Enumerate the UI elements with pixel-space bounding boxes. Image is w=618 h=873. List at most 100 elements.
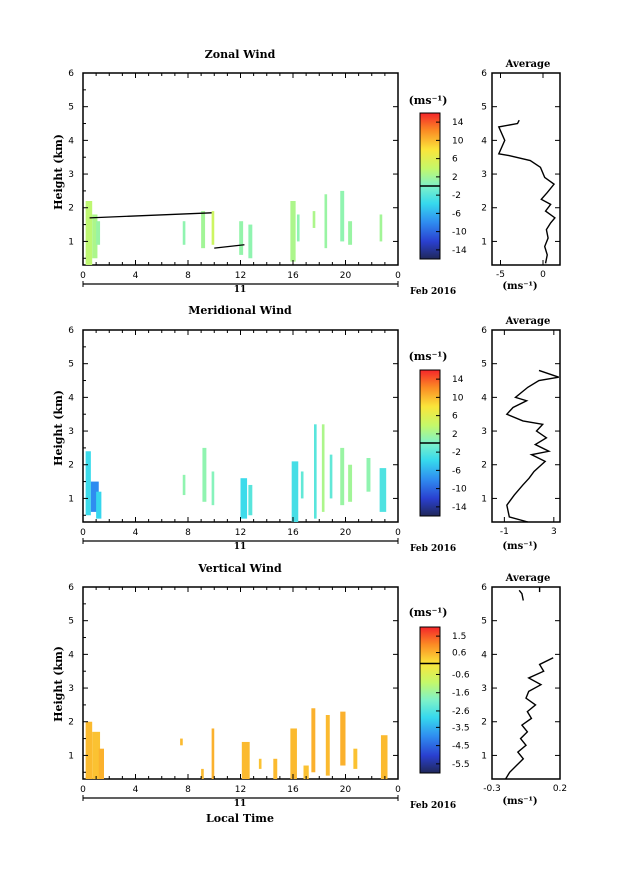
heatmap-cell (303, 765, 309, 779)
average-y-tick-label: 6 (481, 583, 487, 593)
heatmap-cell (353, 748, 358, 769)
heatmap-cell (340, 711, 346, 766)
average-y-tick-label: 6 (481, 326, 487, 336)
x-tick-label: 16 (287, 528, 299, 538)
x-tick-label: 12 (235, 785, 246, 795)
panel-zonal: Zonal Wind Height (km) (ms⁻¹) Average (m… (52, 48, 550, 297)
average-profile-line (505, 657, 554, 780)
plot-frame (82, 586, 399, 780)
average-title: Average (505, 59, 551, 70)
average-y-tick-label: 6 (481, 69, 487, 79)
colorbar-tick-label: -1.6 (452, 689, 470, 699)
y-tick-label: 3 (68, 170, 74, 180)
average-y-tick-label: 4 (481, 136, 487, 146)
colorbar-tick-label: -2 (452, 448, 461, 458)
heatmap-cell (92, 214, 98, 259)
y-tick-label: 4 (68, 393, 74, 403)
heatmap-cell (324, 194, 328, 249)
average-y-tick-label: 5 (481, 360, 487, 370)
colorbar-units: (ms⁻¹) (409, 94, 448, 107)
heatmap-cell (312, 211, 316, 228)
average-frame (491, 72, 561, 266)
chart-marks: 0 4 8 12 16 20 0123456141062-2-6-10-14123456-5… (68, 69, 567, 801)
heatmap-cell (300, 471, 304, 499)
date-label: Feb 2016 (410, 544, 456, 554)
average-frame (491, 586, 561, 780)
heatmap-cell (290, 728, 297, 779)
average-y-tick-label: 3 (481, 684, 487, 694)
x-tick-label: 20 (340, 528, 352, 538)
panel-title: Zonal Wind (205, 48, 276, 61)
average-profile-line (497, 119, 556, 264)
heatmap-cell (273, 758, 278, 779)
y-axis-label: Height (km) (52, 390, 65, 466)
colorbar-tick-label: 14 (452, 118, 464, 128)
day-label: 11 (234, 285, 247, 295)
colorbar-tick-label: -4.5 (452, 742, 470, 752)
colorbar-tick-label: -14 (452, 503, 467, 513)
heatmap-cell (211, 211, 215, 245)
x-axis-label: Local Time (206, 812, 274, 825)
colorbar-tick-label: 2 (452, 173, 458, 183)
contour-line (89, 212, 212, 219)
heatmap-cell (201, 211, 206, 249)
heatmap-cell (182, 474, 186, 496)
y-tick-label: 6 (68, 583, 74, 593)
x-tick-label: 0 (80, 528, 86, 538)
panel-title: Meridional Wind (188, 304, 292, 317)
average-y-tick-label: 5 (481, 617, 487, 627)
average-x-tick-label: 0 (540, 270, 546, 280)
average-units: (ms⁻¹) (502, 541, 537, 552)
average-title: Average (505, 316, 551, 327)
heatmap-cell (85, 721, 93, 779)
heatmap-cell (96, 491, 102, 519)
heatmap-cell (90, 481, 99, 512)
x-tick-label: 0 (395, 785, 401, 795)
colorbar-tick-label: -0.6 (452, 670, 470, 680)
panel-vertical: Vertical Wind Height (km) (ms⁻¹) Average… (52, 562, 550, 825)
x-tick-label: 0 (80, 271, 86, 281)
y-tick-label: 5 (68, 617, 74, 627)
y-axis-label: Height (km) (52, 646, 65, 722)
panel-title: Vertical Wind (197, 562, 282, 575)
y-tick-label: 6 (68, 69, 74, 79)
colorbar-tick-label: 14 (452, 375, 464, 385)
y-tick-label: 2 (68, 461, 74, 471)
heatmap-cell (314, 424, 317, 519)
heatmap-cell (85, 451, 91, 516)
average-y-tick-label: 4 (481, 393, 487, 403)
average-frame (491, 329, 561, 523)
heatmap-cell (379, 214, 383, 242)
chart-panel-2: 0 4 8 12 16 20 01234561.50.6-0.6-1.6-2.6-3.5-4… (68, 583, 567, 801)
y-tick-label: 6 (68, 326, 74, 336)
colorbar-tick-label: -10 (452, 485, 467, 495)
heatmap-cell (211, 471, 215, 506)
heatmap-cell (348, 464, 353, 502)
colorbar-tick-label: -6 (452, 466, 461, 476)
x-tick-label: 8 (185, 271, 191, 281)
heatmap-cell (248, 224, 253, 259)
y-axis-label: Height (km) (52, 134, 65, 210)
y-tick-label: 3 (68, 684, 74, 694)
average-y-tick-label: 3 (481, 170, 487, 180)
x-tick-label: 8 (185, 785, 191, 795)
average-y-tick-label: 1 (481, 494, 487, 504)
colorbar-units: (ms⁻¹) (409, 350, 448, 363)
heatmap-cell (202, 447, 207, 502)
x-tick-label: 20 (340, 271, 352, 281)
colorbar-tick-label: 0.6 (452, 649, 467, 659)
average-y-tick-label: 1 (481, 751, 487, 761)
colorbar-tick-label: -3.5 (452, 723, 470, 733)
x-tick-label: 4 (133, 528, 139, 538)
average-title: Average (505, 573, 551, 584)
y-tick-label: 5 (68, 103, 74, 113)
colorbar-tick-label: -14 (452, 246, 467, 256)
heatmap-cell (296, 214, 300, 242)
x-tick-label: 16 (287, 271, 299, 281)
heatmap-cell (348, 221, 353, 245)
y-tick-label: 1 (68, 237, 74, 247)
y-tick-label: 4 (68, 136, 74, 146)
day-label: 11 (234, 799, 247, 809)
x-tick-label: 0 (395, 271, 401, 281)
